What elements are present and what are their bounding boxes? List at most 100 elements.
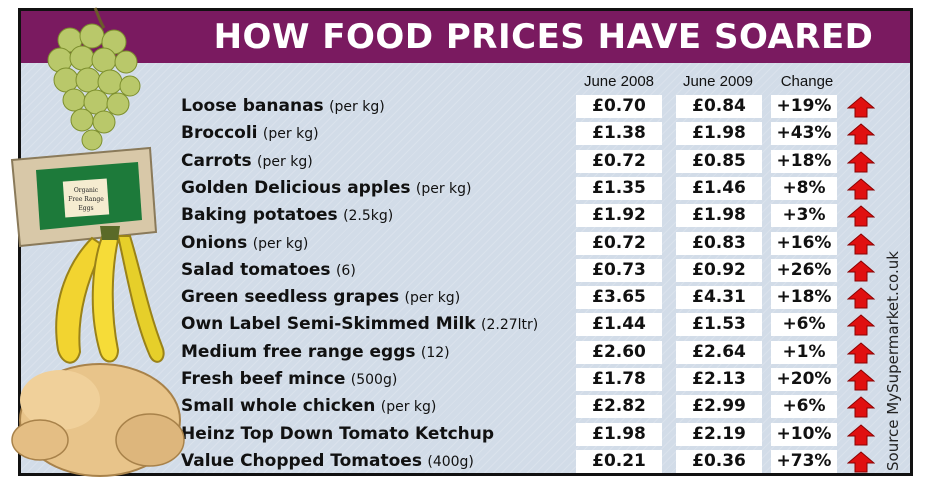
up-arrow-icon [847,369,875,391]
item-name: Salad tomatoes [181,260,331,280]
row-label: Own Label Semi-Skimmed Milk (2.27ltr) [181,312,538,336]
up-arrow-icon [847,123,875,145]
price-june-2009-cell: £2.13 [676,368,762,391]
price-june-2009-cell: £1.98 [676,204,762,227]
item-unit: (400g) [427,454,474,470]
item-name: Golden Delicious apples [181,178,411,198]
price-june-2008-cell: £2.82 [576,395,662,418]
up-arrow-icon [847,314,875,336]
item-name: Heinz Top Down Tomato Ketchup [181,424,495,444]
item-name: Loose bananas [181,96,324,116]
egg-carton-label-line1: Organic [74,187,99,194]
price-june-2009-cell: £2.64 [676,341,762,364]
price-june-2009-cell: £0.92 [676,259,762,282]
price-june-2009-cell: £2.19 [676,423,762,446]
up-arrow-icon [847,260,875,282]
item-unit: (per kg) [252,236,309,252]
column-header-change: Change [780,73,834,90]
source-credit: Source MySupermarket.co.uk [884,251,902,471]
up-arrow-icon [847,205,875,227]
chicken-image [11,363,185,477]
price-june-2008-cell: £2.60 [576,341,662,364]
up-arrow-icon [847,424,875,446]
change-cell: +8% [771,177,837,200]
change-cell: +6% [771,395,837,418]
item-unit: (per kg) [404,290,461,306]
up-arrow-icon [847,151,875,173]
row-label: Small whole chicken (per kg) [181,394,436,418]
price-june-2008-cell: £0.72 [576,150,662,173]
item-name: Medium free range eggs [181,342,416,362]
price-june-2008-cell: £0.72 [576,232,662,255]
food-photos: Organic Free Range Eggs [10,7,185,477]
price-june-2009-cell: £0.85 [676,150,762,173]
up-arrow-icon [847,451,875,473]
change-cell: +1% [771,341,837,364]
row-label: Salad tomatoes (6) [181,258,356,282]
price-june-2008-cell: £1.92 [576,204,662,227]
up-arrow-icon [847,396,875,418]
column-header-june-2008: June 2008 [583,73,655,90]
price-june-2008-cell: £1.38 [576,122,662,145]
item-unit: (per kg) [262,126,319,142]
row-label: Onions (per kg) [181,231,308,255]
price-june-2009-cell: £1.53 [676,313,762,336]
item-name: Broccoli [181,123,258,143]
price-june-2009-cell: £0.36 [676,450,762,473]
price-june-2008-cell: £1.78 [576,368,662,391]
change-cell: +16% [771,232,837,255]
row-label: Green seedless grapes (per kg) [181,285,460,309]
change-cell: +10% [771,423,837,446]
row-label: Heinz Top Down Tomato Ketchup [181,422,494,446]
egg-carton-label-line3: Eggs [78,205,93,212]
source-text: Source MySupermarket.co.uk [884,251,902,471]
change-cell: +19% [771,95,837,118]
price-june-2008-cell: £0.73 [576,259,662,282]
column-header-june-2009: June 2009 [682,73,754,90]
price-june-2009-cell: £0.83 [676,232,762,255]
up-arrow-icon [847,342,875,364]
price-june-2008-cell: £1.44 [576,313,662,336]
change-cell: +20% [771,368,837,391]
row-label: Baking potatoes (2.5kg) [181,203,393,227]
price-june-2009-cell: £0.84 [676,95,762,118]
egg-carton-label-line2: Free Range [68,196,104,203]
price-june-2008-cell: £0.70 [576,95,662,118]
item-name: Small whole chicken [181,396,376,416]
row-label: Loose bananas (per kg) [181,94,385,118]
row-label: Golden Delicious apples (per kg) [181,176,472,200]
item-unit: (12) [420,345,450,361]
change-cell: +43% [771,122,837,145]
item-name: Onions [181,233,248,253]
row-label: Broccoli (per kg) [181,121,319,145]
item-unit: (per kg) [415,181,472,197]
item-name: Carrots [181,151,252,171]
row-label: Carrots (per kg) [181,149,313,173]
price-june-2008-cell: £1.98 [576,423,662,446]
row-label: Value Chopped Tomatoes (400g) [181,449,474,473]
egg-carton-image: Organic Free Range Eggs [10,146,158,248]
up-arrow-icon [847,287,875,309]
item-name: Baking potatoes [181,205,338,225]
price-june-2009-cell: £1.46 [676,177,762,200]
item-unit: (per kg) [380,399,437,415]
price-june-2008-cell: £3.65 [576,286,662,309]
item-name: Own Label Semi-Skimmed Milk [181,314,476,334]
item-unit: (6) [335,263,356,279]
change-cell: +18% [771,286,837,309]
row-label: Medium free range eggs (12) [181,340,450,364]
change-cell: +3% [771,204,837,227]
title-band [21,11,910,63]
item-unit: (per kg) [257,154,313,170]
item-unit: (per kg) [329,99,385,115]
item-unit: (2.5kg) [343,208,394,224]
price-june-2009-cell: £4.31 [676,286,762,309]
price-june-2008-cell: £0.21 [576,450,662,473]
up-arrow-icon [847,96,875,118]
item-name: Fresh beef mince [181,369,346,389]
bananas-image [55,226,165,364]
row-label: Fresh beef mince (500g) [181,367,397,391]
page-title: HOW FOOD PRICES HAVE SOARED [213,17,874,57]
up-arrow-icon [847,178,875,200]
up-arrow-icon [847,233,875,255]
